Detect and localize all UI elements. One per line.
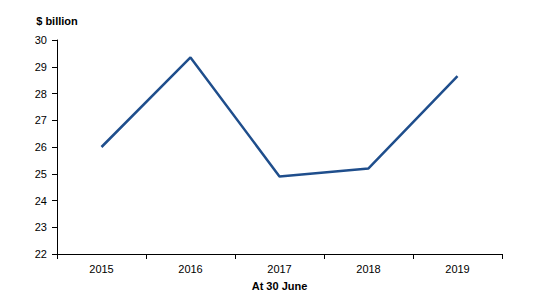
svg-text:23: 23 [35, 221, 47, 233]
svg-text:28: 28 [35, 88, 47, 100]
svg-text:22: 22 [35, 248, 47, 260]
svg-text:24: 24 [35, 195, 47, 207]
svg-text:2019: 2019 [445, 263, 469, 275]
svg-text:2018: 2018 [356, 263, 380, 275]
svg-text:27: 27 [35, 114, 47, 126]
svg-text:26: 26 [35, 141, 47, 153]
svg-text:2016: 2016 [178, 263, 202, 275]
svg-text:25: 25 [35, 168, 47, 180]
svg-text:At 30 June: At 30 June [252, 280, 308, 292]
svg-text:2015: 2015 [89, 263, 113, 275]
svg-text:30: 30 [35, 34, 47, 46]
svg-text:2017: 2017 [267, 263, 291, 275]
svg-text:29: 29 [35, 61, 47, 73]
svg-text:$ billion: $ billion [36, 15, 78, 27]
